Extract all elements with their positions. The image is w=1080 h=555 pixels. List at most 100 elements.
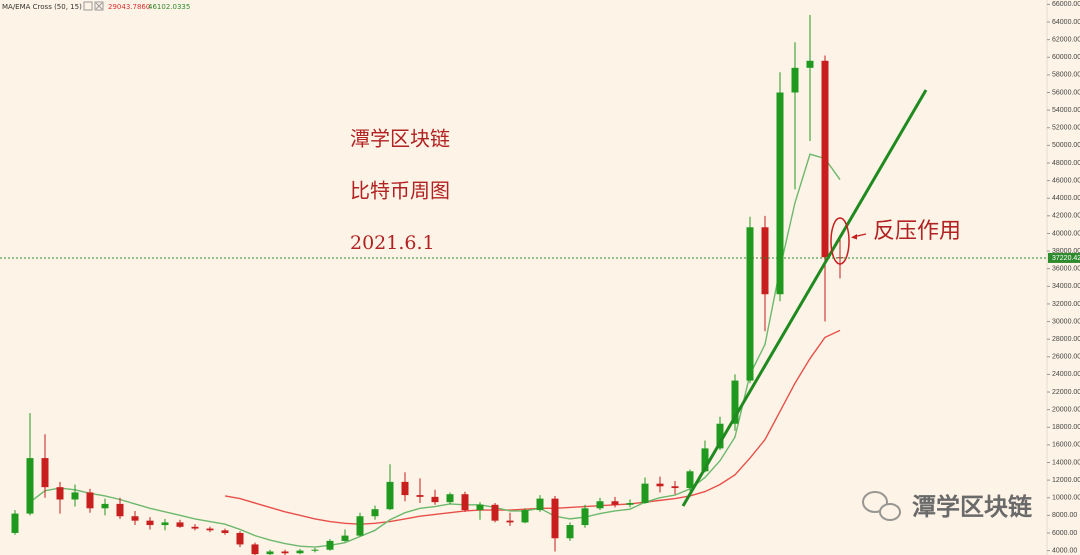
candle-body xyxy=(476,504,484,511)
y-tick-label: 42000.00 xyxy=(1052,213,1080,220)
candle-body xyxy=(386,481,394,510)
y-tick-label: 56000.00 xyxy=(1052,89,1080,96)
annotation: 潭学区块链 xyxy=(350,127,450,151)
y-tick-label: 16000.00 xyxy=(1052,442,1080,449)
y-tick-label: 24000.00 xyxy=(1052,371,1080,378)
icon-close[interactable] xyxy=(94,1,104,11)
candle-body xyxy=(311,549,319,551)
candle-body xyxy=(431,496,439,503)
candle-body xyxy=(131,516,139,521)
candle-body xyxy=(356,516,364,536)
candle-body xyxy=(26,458,34,514)
candle-body xyxy=(611,501,619,505)
candle-body xyxy=(86,492,94,509)
candle-body xyxy=(791,67,799,93)
y-tick-label: 40000.00 xyxy=(1052,230,1080,237)
candle-body xyxy=(566,525,574,539)
candle-body xyxy=(326,540,334,550)
y-tick-label: 32000.00 xyxy=(1052,301,1080,308)
candle-body xyxy=(806,60,814,68)
candle-body xyxy=(236,532,244,545)
y-tick-label: 52000.00 xyxy=(1052,125,1080,132)
marks xyxy=(11,14,844,555)
indicator-label: MA/EMA Cross (50, 15) xyxy=(2,3,82,11)
y-tick-label: 38000.00 xyxy=(1052,248,1080,255)
candle-body xyxy=(716,423,724,449)
watermark: 潭学区块链 xyxy=(912,493,1033,521)
y-tick-label: 46000.00 xyxy=(1052,177,1080,184)
candle-body xyxy=(551,498,559,539)
candle-body xyxy=(401,481,409,496)
y-tick-label: 62000.00 xyxy=(1052,36,1080,43)
arrow-head xyxy=(851,234,857,240)
last-price-label: 37220.42 xyxy=(1052,255,1080,262)
y-tick-label: 44000.00 xyxy=(1052,195,1080,202)
candle-body xyxy=(446,494,454,503)
candle-body xyxy=(161,522,169,526)
y-tick-label: 18000.00 xyxy=(1052,424,1080,431)
candle-body xyxy=(581,508,589,526)
y-tick-label: 22000.00 xyxy=(1052,389,1080,396)
candle-body xyxy=(746,227,754,381)
y-tick-label: 54000.00 xyxy=(1052,107,1080,114)
y-tick-label: 30000.00 xyxy=(1052,318,1080,325)
candle-body xyxy=(626,503,634,505)
candle-body xyxy=(416,495,424,497)
candle-body xyxy=(296,550,304,554)
candle-body xyxy=(71,492,79,500)
y-tick-label: 4000.00 xyxy=(1052,547,1077,554)
candle-body xyxy=(731,380,739,424)
last-price-box xyxy=(1048,252,1080,263)
candle-body xyxy=(146,520,154,526)
candle-body xyxy=(281,551,289,554)
y-tick-label: 10000.00 xyxy=(1052,495,1080,502)
candle-body xyxy=(371,509,379,517)
candle-body xyxy=(176,522,184,527)
candle-body xyxy=(641,483,649,504)
y-tick-label: 12000.00 xyxy=(1052,477,1080,484)
trend-line xyxy=(681,89,928,507)
icon-eye[interactable] xyxy=(83,1,93,11)
y-tick-label: 14000.00 xyxy=(1052,459,1080,466)
annotation: 反压作用 xyxy=(873,219,961,244)
y-tick-label: 48000.00 xyxy=(1052,160,1080,167)
wechat-logo xyxy=(862,491,901,521)
candle-body xyxy=(701,448,709,472)
y-tick-label: 58000.00 xyxy=(1052,72,1080,79)
y-tick-label: 50000.00 xyxy=(1052,142,1080,149)
candle-body xyxy=(206,528,214,531)
candle-body xyxy=(101,503,109,509)
y-tick-label: 36000.00 xyxy=(1052,266,1080,273)
annotation: 2021.6.1 xyxy=(350,232,435,254)
y-tick-label: 28000.00 xyxy=(1052,336,1080,343)
candle-body xyxy=(686,471,694,489)
candle-body xyxy=(116,503,124,517)
candle-body xyxy=(221,530,229,533)
candle-body xyxy=(596,501,604,509)
candle-body xyxy=(821,60,829,258)
ma-line xyxy=(224,329,841,525)
y-tick-label: 20000.00 xyxy=(1052,406,1080,413)
y-tick-label: 8000.00 xyxy=(1052,512,1077,519)
highlight-ellipse xyxy=(830,217,850,265)
candle-body xyxy=(506,520,514,523)
indicator-readout: 46102.0335 xyxy=(148,3,190,11)
y-tick-label: 34000.00 xyxy=(1052,283,1080,290)
candle-body xyxy=(491,504,499,521)
candle-body xyxy=(266,551,274,555)
candle-body xyxy=(56,487,64,500)
annotation: 比特币周图 xyxy=(350,179,450,203)
candle-body xyxy=(41,458,49,488)
y-tick-label: 66000.00 xyxy=(1052,1,1080,8)
candle-body xyxy=(776,92,784,295)
y-tick-label: 26000.00 xyxy=(1052,354,1080,361)
candle-body xyxy=(536,498,544,511)
candle-body xyxy=(251,544,259,555)
indicator-readout: 29043.7860 xyxy=(108,3,150,11)
candle-body xyxy=(656,483,664,487)
y-tick-label: 60000.00 xyxy=(1052,54,1080,61)
y-tick-label: 6000.00 xyxy=(1052,530,1077,537)
y-tick-label: 64000.00 xyxy=(1052,19,1080,26)
